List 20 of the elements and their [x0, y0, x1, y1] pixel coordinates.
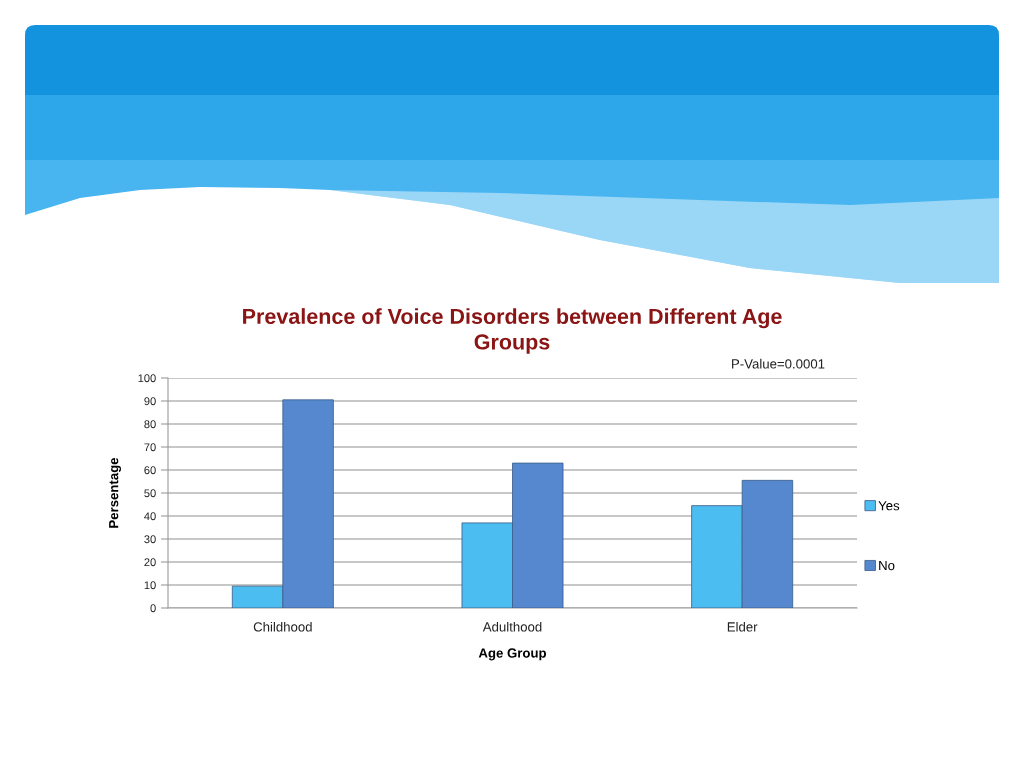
y-tick-label: 20: [144, 558, 156, 567]
y-tick-label: 10: [144, 581, 156, 590]
x-tick-label: Adulthood: [482, 621, 542, 632]
y-tick-label: 40: [144, 512, 156, 521]
y-tick-label: 90: [144, 397, 156, 406]
y-tick-label: 100: [138, 374, 156, 383]
y-axis-title: Persentage: [109, 457, 121, 528]
x-axis-title: Age Group: [478, 648, 547, 661]
chart-title: Prevalence of Voice Disorders between Different Age Groups: [243, 308, 782, 354]
legend-label: Yes: [878, 501, 900, 511]
y-tick-label: 60: [144, 466, 156, 475]
legend-label: No: [879, 561, 895, 571]
y-tick-label: 50: [144, 489, 156, 498]
x-tick-label: Elder: [727, 621, 758, 632]
y-tick-label: 70: [144, 443, 156, 452]
y-tick-label: 80: [144, 420, 156, 429]
x-tick-label: Childhood: [253, 621, 312, 632]
text: P-Value=0.0001: [732, 358, 825, 369]
y-tick-label: 30: [144, 535, 156, 544]
y-tick-label: 0: [150, 604, 156, 613]
